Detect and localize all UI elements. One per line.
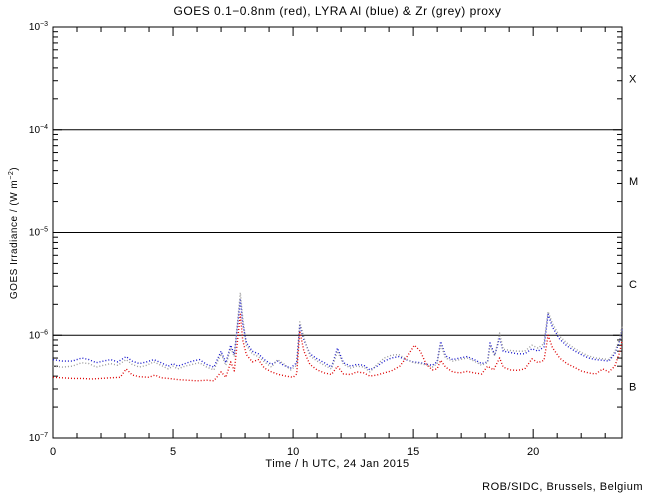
- series-goes-0-1-0-8nm: [52, 313, 623, 382]
- y-tick-label: 10−6: [29, 329, 48, 341]
- x-tick-label: 15: [407, 446, 419, 458]
- y-tick-exponent: −4: [40, 124, 48, 131]
- credit-text: ROB/SIDC, Brussels, Belgium: [482, 481, 643, 493]
- flare-class-label-X: X: [629, 73, 637, 85]
- y-tick-exponent: −6: [40, 329, 48, 336]
- series-lyra-zr-proxy: [52, 291, 623, 373]
- y-tick-exponent: −5: [40, 227, 48, 234]
- chart-title: GOES 0.1−0.8nm (red), LYRA Al (blue) & Z…: [173, 4, 502, 18]
- y-tick-exponent: −3: [40, 21, 48, 28]
- x-tick-label: 0: [50, 446, 56, 458]
- y-tick-label: 10−4: [29, 124, 48, 136]
- flare-class-label-C: C: [629, 279, 637, 291]
- x-tick-label: 5: [170, 446, 176, 458]
- y-tick-exponent: −7: [40, 432, 48, 439]
- x-tick-label: 10: [287, 446, 299, 458]
- flare-class-label-B: B: [629, 382, 636, 394]
- y-tick-label: 10−5: [29, 227, 48, 239]
- flare-class-label-M: M: [629, 176, 638, 188]
- x-tick-label: 20: [527, 446, 539, 458]
- y-tick-label: 10−7: [29, 432, 48, 444]
- x-axis-label: Time / h UTC, 24 Jan 2015: [265, 458, 410, 470]
- y-tick-label: 10−3: [29, 21, 48, 33]
